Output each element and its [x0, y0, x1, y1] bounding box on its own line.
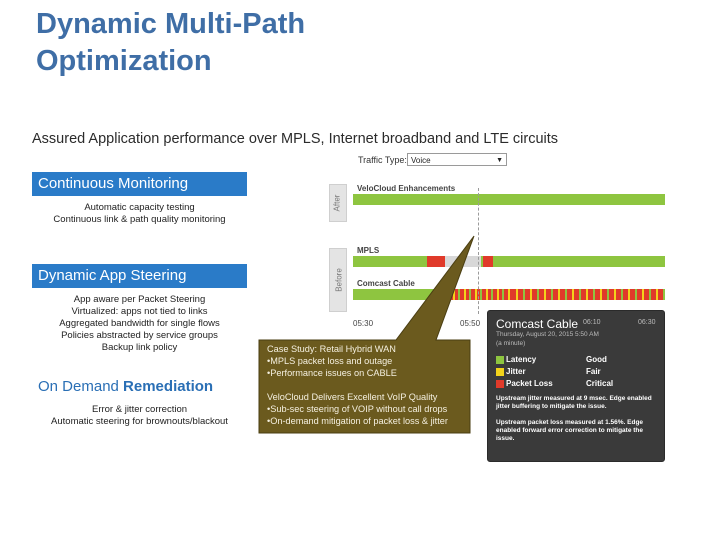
lane-label-mpls: MPLS	[357, 246, 380, 255]
metric-latency-value: Good	[586, 355, 607, 364]
popup-jitter-note: Upstream jitter measured at 9 msec. Edge…	[496, 395, 652, 410]
title-line-1: Dynamic Multi-Path	[36, 8, 306, 40]
section-body-monitoring: Automatic capacity testing Continuous li…	[32, 202, 247, 226]
metric-latency-label: Latency	[506, 355, 537, 364]
time-cursor	[478, 188, 480, 314]
comcast-degraded-segment	[449, 289, 511, 300]
popup-time-label: 06:10	[583, 319, 601, 326]
section-body-remediation: Error & jitter correction Automatic stee…	[32, 404, 247, 428]
bullet-line: Virtualized: apps not tied to links	[71, 306, 208, 317]
time-label: 05:30	[353, 319, 374, 328]
popup-loss-note: Upstream packet loss measured at 1.56%. …	[496, 419, 644, 442]
tab-after[interactable]: After	[329, 184, 347, 222]
bullet-line: Backup link policy	[101, 342, 178, 353]
lane-bar-comcast	[353, 289, 665, 300]
slide-subtitle: Assured Application performance over MPL…	[32, 131, 559, 147]
traffic-type-value: Voice	[411, 156, 431, 165]
lane-label-comcast: Comcast Cable	[357, 279, 415, 288]
slide-title: Dynamic Multi-Path Optimization	[36, 6, 305, 80]
comcast-degraded-segment-2	[511, 289, 665, 300]
bullet-line: Aggregated bandwidth for single flows	[59, 318, 220, 329]
callout-line: •Performance issues on CABLE	[267, 368, 397, 378]
popup-duration: (a minute)	[496, 340, 526, 347]
bullet-line: Automatic capacity testing	[84, 202, 195, 213]
time-label: 05:50	[460, 319, 481, 328]
lane-label-velocloud: VeloCloud Enhancements	[357, 184, 456, 193]
mpls-outage-segment	[427, 256, 445, 267]
bullet-line: Continuous link & path quality monitorin…	[53, 214, 226, 225]
metric-packet-loss-value: Critical	[586, 379, 614, 388]
bullet-line: Automatic steering for brownouts/blackou…	[51, 416, 228, 427]
bullet-line: Policies abstracted by service groups	[61, 330, 218, 341]
callout-line: VeloCloud Delivers Excellent VoIP Qualit…	[267, 392, 438, 402]
traffic-type-select[interactable]: Voice ▼	[407, 153, 507, 166]
heading-plain-part: On Demand	[38, 378, 124, 395]
callout-line: •MPLS packet loss and outage	[267, 356, 393, 366]
metric-packet-loss-label: Packet Loss	[506, 379, 553, 388]
section-heading-monitoring: Continuous Monitoring	[32, 172, 247, 196]
section-body-steering: App aware per Packet Steering Virtualize…	[32, 294, 247, 354]
popup-date: Thursday, August 20, 2015 5:50 AM	[496, 331, 599, 338]
packet-loss-swatch	[496, 380, 504, 388]
popup-corner-time: 06:30	[638, 319, 656, 326]
tab-before[interactable]: Before	[329, 248, 347, 312]
section-heading-remediation: On Demand Remediation	[32, 375, 247, 399]
section-heading-steering: Dynamic App Steering	[32, 264, 247, 288]
callout-line: Case Study: Retail Hybrid WAN	[267, 344, 396, 354]
heading-bold-part: Remediation	[123, 378, 214, 395]
callout-line: •Sub-sec steering of VOIP without call d…	[267, 404, 448, 414]
bullet-line: App aware per Packet Steering	[73, 294, 206, 305]
title-line-2: Optimization	[36, 45, 212, 77]
latency-swatch	[496, 356, 504, 364]
traffic-type-label: Traffic Type:	[358, 155, 407, 165]
bullet-line: Error & jitter correction	[91, 404, 188, 415]
callout-line: •On-demand mitigation of packet loss & j…	[267, 416, 448, 426]
lane-bar-velocloud	[353, 194, 665, 205]
callout-shape	[258, 235, 475, 434]
chevron-down-icon: ▼	[496, 157, 503, 164]
metric-jitter-label: Jitter	[506, 367, 526, 376]
comcast-detail-popup: Comcast Cable 06:10 06:30 Thursday, Augu…	[487, 310, 665, 462]
jitter-swatch	[496, 368, 504, 376]
link-quality-dashboard: Traffic Type: Voice ▼ After Before VeloC…	[327, 150, 667, 338]
popup-title: Comcast Cable	[496, 317, 579, 331]
metric-jitter-value: Fair	[586, 367, 601, 376]
mpls-loss-segment	[483, 256, 493, 267]
